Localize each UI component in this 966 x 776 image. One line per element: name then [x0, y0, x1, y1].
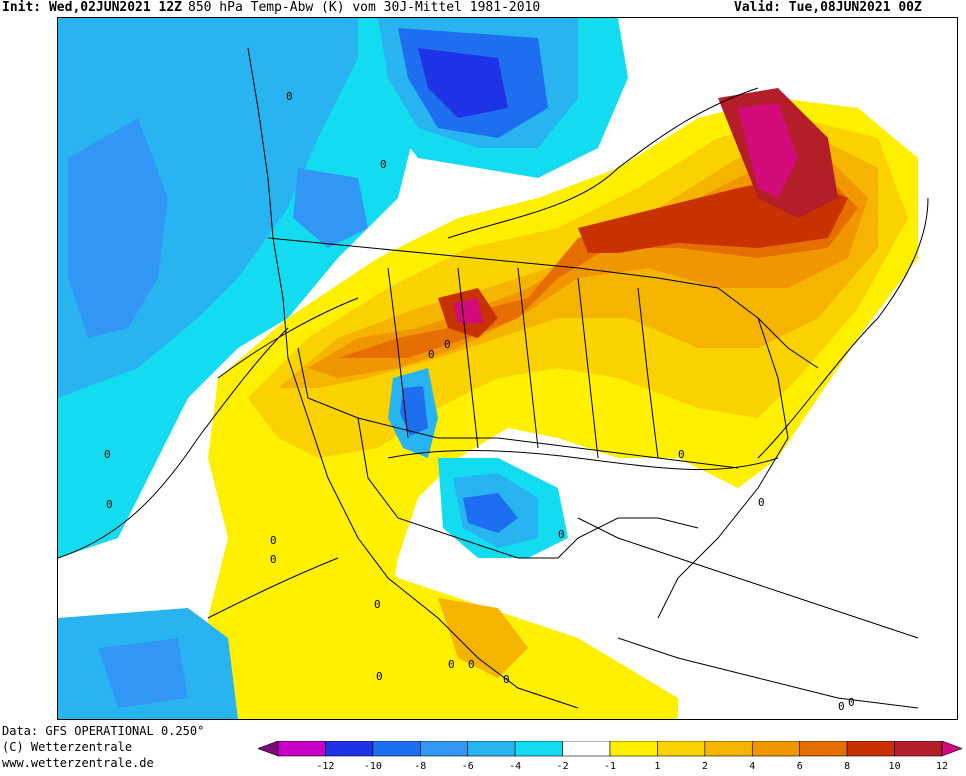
contour-label: 0	[270, 534, 277, 547]
contour-label: 0	[468, 658, 475, 671]
legend-tick-label: -10	[364, 761, 382, 772]
legend-tick-label: -6	[462, 761, 474, 772]
header: Init: Wed,02JUN2021 12Z 850 hPa Temp-Abw…	[0, 0, 966, 18]
contour-label: 0	[758, 496, 765, 509]
legend-tick-label: 10	[889, 761, 901, 772]
copyright: (C) Wetterzentrale	[2, 740, 133, 754]
legend-swatch	[894, 741, 943, 757]
init-time: Init: Wed,02JUN2021 12Z	[2, 0, 183, 15]
legend-swatch	[609, 741, 658, 757]
legend-swatch	[704, 741, 753, 757]
legend-tick-label: 2	[702, 761, 708, 772]
legend-tick-label: -4	[509, 761, 521, 772]
legend-swatch	[657, 741, 706, 757]
contour-label: 0	[106, 498, 113, 511]
contour-label: 0	[270, 553, 277, 566]
legend-swatch	[258, 741, 279, 757]
data-source: Data: GFS OPERATIONAL 0.250°	[2, 724, 205, 738]
contour-label: 0	[428, 348, 435, 361]
website: www.wetterzentrale.de	[2, 756, 154, 770]
contour-label: 0	[838, 700, 845, 713]
legend-swatch	[514, 741, 563, 757]
legend-tick-label: 1	[654, 761, 660, 772]
color-legend: -12 -10 -8 -6 -4 -2 -1 1 2 4 6 8 10 12	[258, 741, 962, 775]
contour-label: 0	[848, 696, 855, 709]
contour-label: 0	[380, 158, 387, 171]
legend-swatch	[325, 741, 374, 757]
legend-swatch	[562, 741, 611, 757]
legend-tick-label: -1	[604, 761, 616, 772]
contour-label: 0	[444, 338, 451, 351]
legend-tick-label: 8	[844, 761, 850, 772]
legend-swatch	[846, 741, 895, 757]
contour-label: 0	[104, 448, 111, 461]
chart-title: 850 hPa Temp-Abw (K) vom 30J-Mittel 1981…	[188, 0, 541, 15]
contour-label: 0	[558, 528, 565, 541]
legend-tick-label: 4	[749, 761, 755, 772]
contour-label: 0	[376, 670, 383, 683]
legend-swatch	[419, 741, 469, 757]
contour-label: 0	[448, 658, 455, 671]
contour-label: 0	[503, 673, 510, 686]
legend-swatch	[941, 741, 962, 757]
legend-tick-label: 6	[797, 761, 803, 772]
contour-label: 0	[374, 598, 381, 611]
legend-swatch	[467, 741, 516, 757]
legend-tick-label: -8	[414, 761, 426, 772]
legend-swatch	[751, 741, 801, 757]
contour-label: 0	[678, 448, 685, 461]
contour-label: 0	[286, 90, 293, 103]
legend-swatch	[799, 741, 848, 757]
valid-time: Valid: Tue,08JUN2021 00Z	[734, 0, 922, 15]
legend-swatch	[277, 741, 326, 757]
anomaly-map: 0 0 0 0 0 0 0 0 0 0 0 0 0 0 0 0 0 0	[57, 17, 958, 720]
legend-tick-label: -2	[557, 761, 569, 772]
legend-swatch	[372, 741, 421, 757]
legend-tick-label: 12	[936, 761, 948, 772]
legend-tick-label: -12	[316, 761, 334, 772]
